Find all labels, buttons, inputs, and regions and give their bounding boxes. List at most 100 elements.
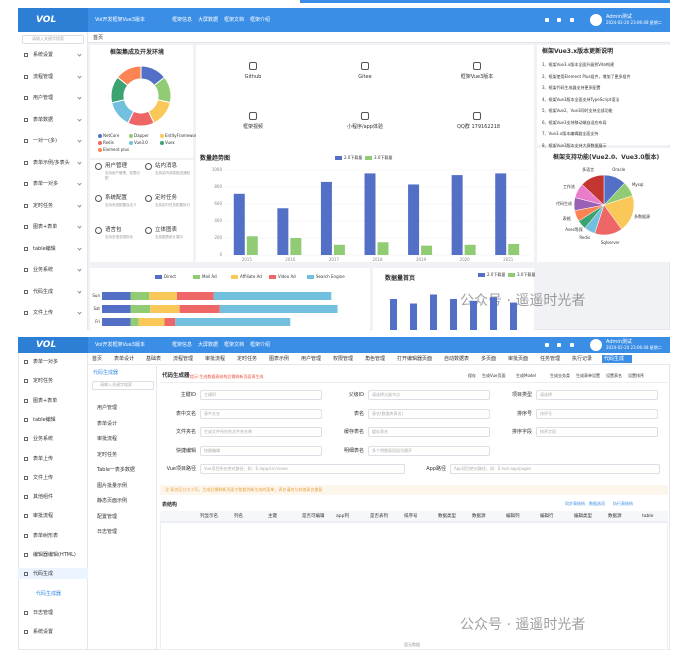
nav-item[interactable]: 大屏数据 bbox=[198, 17, 219, 23]
input[interactable] bbox=[200, 390, 322, 400]
input[interactable] bbox=[200, 408, 322, 419]
table-link[interactable]: 执行表结构 bbox=[613, 501, 633, 506]
menu-item[interactable]: 系统设置 bbox=[33, 52, 54, 58]
tree-item[interactable]: 用户管理 bbox=[97, 405, 118, 411]
tab[interactable]: 执行记录 bbox=[572, 356, 593, 362]
menu-item[interactable]: 代码生成 bbox=[33, 571, 54, 578]
menu-item[interactable]: table编辑 bbox=[33, 245, 56, 252]
tab[interactable]: 基础表 bbox=[146, 356, 162, 362]
tab[interactable]: 审批流程 bbox=[205, 356, 226, 362]
menu-item[interactable]: 定时任务 bbox=[33, 202, 54, 209]
toolbar-button[interactable]: 生成表单设置 bbox=[576, 373, 600, 378]
tab-box[interactable] bbox=[602, 355, 632, 363]
tab[interactable]: 首页 bbox=[93, 35, 104, 41]
nav-item[interactable]: 框架文档 bbox=[224, 17, 245, 23]
nav-item[interactable]: 框架信息 bbox=[172, 17, 193, 23]
tree-item[interactable]: 配置管理 bbox=[97, 513, 118, 520]
header-icon[interactable] bbox=[570, 18, 574, 22]
nav-item[interactable]: 框架信息 bbox=[172, 342, 193, 348]
toolbar-button[interactable]: 生成Vue页面 bbox=[482, 373, 506, 378]
link-label[interactable]: Gitee bbox=[358, 74, 372, 80]
input[interactable] bbox=[368, 390, 490, 400]
input[interactable] bbox=[200, 427, 322, 437]
toolbar-button[interactable]: 保存 bbox=[468, 373, 476, 378]
toolbar-button[interactable]: 设置表名 bbox=[606, 373, 622, 378]
search-box[interactable] bbox=[92, 381, 154, 390]
tree-item[interactable]: Table一表多数据 bbox=[97, 467, 135, 473]
nav-item[interactable]: 框架介绍 bbox=[250, 342, 271, 348]
menu-item[interactable]: 表单示例/多表头 bbox=[33, 159, 70, 166]
toolbar-button[interactable]: 生成Model bbox=[516, 373, 537, 378]
menu-item[interactable]: 代码生成 bbox=[33, 288, 54, 295]
tab[interactable]: 权限管理 bbox=[333, 356, 354, 362]
header-icon[interactable] bbox=[557, 343, 561, 347]
tab[interactable]: 代码生成 bbox=[604, 356, 625, 362]
tree-item[interactable]: 表单设计 bbox=[97, 420, 118, 427]
header-icon[interactable] bbox=[570, 343, 574, 347]
toolbar-button[interactable]: 生成业务类 bbox=[550, 373, 570, 378]
header-icon[interactable] bbox=[557, 18, 561, 22]
tab[interactable]: 任务管理 bbox=[540, 356, 561, 362]
header-icon[interactable] bbox=[545, 18, 549, 22]
menu-item[interactable]: 图表+表单 bbox=[33, 397, 58, 404]
tab[interactable]: 用户管理 bbox=[301, 356, 322, 362]
menu-item[interactable]: 表单一对多 bbox=[33, 181, 59, 187]
link-label[interactable]: QQ群 179162218 bbox=[457, 124, 501, 130]
input[interactable] bbox=[200, 464, 405, 474]
tab[interactable]: 打开编辑器页面 bbox=[397, 356, 433, 362]
menu-item[interactable]: 流程管理 bbox=[33, 73, 54, 80]
menu-item[interactable]: 表单树形表 bbox=[33, 532, 59, 539]
input[interactable] bbox=[200, 445, 322, 456]
tab[interactable]: 定时任务 bbox=[237, 356, 258, 362]
menu-item[interactable]: 表单一对多 bbox=[33, 359, 59, 365]
tab[interactable]: 图表示例 bbox=[269, 356, 290, 362]
link-icon[interactable] bbox=[473, 62, 481, 70]
link-label[interactable]: 框架Vue3版本 bbox=[460, 74, 494, 80]
tree-item[interactable]: 定时任务 bbox=[97, 451, 118, 458]
table-link[interactable]: 数据选项 bbox=[589, 501, 605, 506]
tab[interactable]: 首页 bbox=[92, 356, 103, 362]
menu-item[interactable]: 其他组件 bbox=[33, 494, 54, 501]
menu-item[interactable]: 系统设置 bbox=[33, 629, 54, 636]
tree-item[interactable]: 静态页面示例 bbox=[97, 498, 128, 504]
menu-item[interactable]: 文件上传 bbox=[33, 310, 54, 316]
menu-item[interactable]: 表单上传 bbox=[33, 455, 54, 462]
menu-item[interactable]: 代码生成器 bbox=[36, 590, 62, 597]
link-label[interactable]: Github bbox=[244, 74, 262, 80]
menu-item[interactable]: 定时任务 bbox=[33, 378, 54, 385]
input[interactable] bbox=[368, 445, 490, 456]
menu-item[interactable]: 编辑器编辑(HTML) bbox=[33, 552, 76, 558]
tab[interactable]: 角色管理 bbox=[365, 356, 386, 362]
menu-item[interactable]: 业务系统 bbox=[33, 436, 54, 443]
menu-item[interactable]: 文件上传 bbox=[33, 474, 54, 481]
table-link[interactable]: 同步表结构 bbox=[565, 501, 585, 506]
input[interactable] bbox=[536, 390, 658, 400]
menu-item[interactable]: 日志管理 bbox=[33, 609, 54, 616]
header-icon[interactable] bbox=[545, 343, 549, 347]
input[interactable] bbox=[536, 427, 658, 437]
nav-item[interactable]: 框架文档 bbox=[224, 342, 245, 348]
menu-item[interactable]: 业务系统 bbox=[33, 267, 54, 273]
input[interactable] bbox=[368, 408, 490, 419]
link-icon[interactable] bbox=[473, 112, 481, 120]
tab[interactable]: 自动数据表 bbox=[444, 356, 470, 362]
link-label[interactable]: 小程序/app体验 bbox=[346, 124, 384, 130]
tree-item[interactable]: 审批流程 bbox=[97, 436, 118, 442]
menu-item[interactable]: 表单数据 bbox=[33, 116, 54, 123]
link-label[interactable]: 框架视频 bbox=[242, 124, 263, 130]
menu-item[interactable]: table编辑 bbox=[33, 416, 56, 423]
tab[interactable]: 审批页面 bbox=[508, 356, 529, 362]
link-icon[interactable] bbox=[249, 112, 257, 120]
nav-item[interactable]: 框架介绍 bbox=[250, 17, 271, 23]
input[interactable] bbox=[368, 427, 490, 437]
input[interactable] bbox=[536, 408, 658, 419]
tab[interactable]: 多页面 bbox=[481, 356, 497, 362]
link-icon[interactable] bbox=[361, 62, 369, 70]
nav-item[interactable]: 大屏数据 bbox=[198, 342, 219, 348]
menu-item[interactable]: 图表+表单 bbox=[33, 224, 58, 230]
search-box[interactable] bbox=[22, 35, 84, 44]
menu-item[interactable]: 用户管理 bbox=[33, 95, 54, 101]
link-icon[interactable] bbox=[361, 112, 369, 120]
tree-item[interactable]: 日志管理 bbox=[97, 529, 118, 535]
menu-item[interactable]: 审批流程 bbox=[33, 513, 54, 520]
